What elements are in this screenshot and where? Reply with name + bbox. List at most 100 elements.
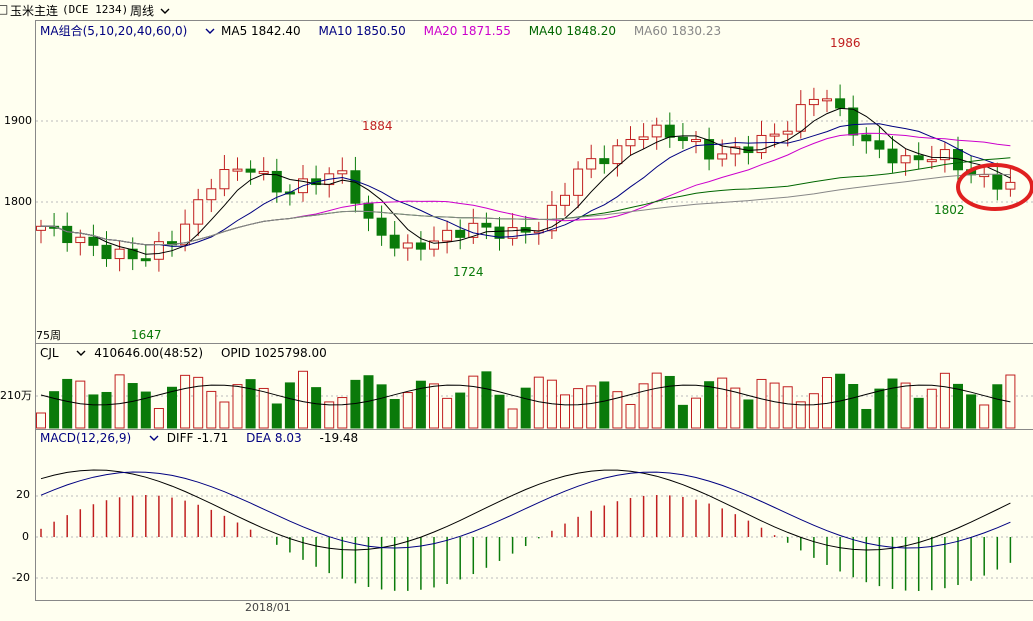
volume-selector[interactable]: CJL	[40, 346, 90, 360]
chevron-down-icon	[149, 435, 159, 441]
candle-body	[258, 170, 269, 174]
candle-body	[638, 136, 649, 140]
candle-body	[546, 204, 557, 232]
volume-bar	[337, 397, 348, 429]
volume-bar	[88, 394, 99, 429]
volume-bar	[730, 387, 741, 429]
candle-body	[677, 136, 688, 142]
volume-bar	[625, 403, 636, 429]
volume-bar	[36, 412, 46, 429]
candle-body	[717, 153, 728, 160]
candle-body	[468, 222, 479, 238]
ma5-line	[41, 107, 1011, 255]
candle-body	[795, 104, 806, 132]
candle-body	[442, 229, 453, 242]
volume-bar	[101, 391, 112, 429]
candle-body	[153, 241, 164, 260]
volume-bar	[442, 397, 453, 429]
candle-body	[808, 98, 819, 106]
volume-bar	[861, 408, 872, 429]
volume-bar	[311, 387, 322, 429]
ma60-value: MA60 1830.23	[633, 24, 722, 38]
ma40-value: MA40 1848.20	[528, 24, 616, 38]
ma10-value: MA10 1850.50	[318, 24, 406, 38]
volume-bar	[376, 384, 387, 429]
period-label: 周线	[130, 4, 155, 18]
volume-bar	[153, 407, 164, 429]
volume-bar	[795, 401, 806, 429]
volume-bar	[874, 388, 885, 429]
ma-selector[interactable]: MA组合(5,10,20,40,60,0)	[40, 24, 219, 38]
candle-body	[140, 258, 151, 262]
volume-bar	[389, 398, 400, 429]
volume-bar	[769, 382, 780, 429]
candle-body	[193, 199, 204, 225]
macd-diff-value: DIFF -1.71	[166, 431, 229, 445]
volume-panel[interactable]: CJL 410646.00(48:52) OPID 1025798.00	[35, 343, 1033, 429]
candle-body	[271, 170, 282, 193]
volume-bar	[560, 394, 570, 429]
volume-bar	[651, 372, 662, 429]
candle-body	[481, 222, 492, 228]
candle-body	[88, 236, 99, 246]
volume-bar	[167, 386, 177, 429]
volume-bar	[193, 376, 204, 429]
candle-body	[573, 168, 584, 196]
candle-body	[206, 188, 217, 201]
macd-selector[interactable]: MACD(12,26,9)	[40, 431, 163, 445]
volume-bar	[887, 378, 898, 429]
candle-body	[114, 248, 125, 260]
volume-bar	[429, 383, 439, 429]
candle-body	[402, 242, 413, 249]
volume-bar	[979, 404, 990, 429]
candle-body	[507, 227, 518, 239]
volume-bar	[271, 403, 282, 429]
ma60-line	[41, 173, 1011, 246]
period-selector[interactable]: 周线	[130, 2, 170, 19]
volume-bar	[206, 390, 217, 429]
volume-bar	[717, 377, 728, 429]
menu-icon[interactable]: □	[0, 2, 9, 16]
candle-body	[782, 130, 793, 135]
price-tick-1800: 1800	[4, 195, 32, 208]
macd-dea-line	[40, 471, 1011, 549]
macd-tick-20: 20	[16, 488, 30, 501]
volume-bar	[586, 385, 597, 429]
volume-bar	[664, 375, 675, 429]
macd-panel[interactable]: MACD(12,26,9) DIFF -1.71 DEA 8.03 -19.48	[35, 429, 1033, 601]
annotation-1802: 1802	[934, 203, 965, 217]
candle-body	[180, 223, 191, 246]
candle-body	[337, 170, 348, 175]
volume-bar	[455, 392, 466, 429]
candle-body	[874, 140, 885, 150]
candle-body	[900, 155, 911, 164]
candle-body	[992, 174, 1003, 190]
candle-body	[835, 98, 846, 109]
volume-bar	[677, 404, 688, 429]
volume-bar	[298, 370, 308, 429]
candle-body	[586, 158, 597, 170]
candle-body	[769, 133, 780, 137]
volume-bar	[75, 380, 86, 429]
instrument-code: (DCE 1234)	[62, 3, 129, 16]
price-panel[interactable]: MA组合(5,10,20,40,60,0) MA5 1842.40 MA10 1…	[35, 20, 1033, 343]
volume-bar	[691, 397, 701, 429]
volume-bar	[520, 387, 531, 429]
volume-bar	[232, 384, 243, 429]
candle-body	[415, 242, 426, 250]
volume-bar	[62, 378, 73, 429]
candle-body	[232, 168, 243, 172]
volume-bar	[756, 378, 767, 429]
candle-body	[245, 168, 256, 173]
volume-ma-line	[40, 384, 1011, 406]
volume-bar	[848, 384, 859, 429]
candle-body	[651, 124, 662, 138]
highlight-ellipse	[956, 163, 1033, 211]
macd-value: -19.48	[319, 431, 359, 445]
candle-body	[939, 149, 950, 161]
macd-dea-value: DEA 8.03	[246, 431, 302, 445]
candle-body	[756, 134, 767, 154]
candle-body	[691, 139, 701, 143]
volume-bar	[481, 371, 492, 429]
